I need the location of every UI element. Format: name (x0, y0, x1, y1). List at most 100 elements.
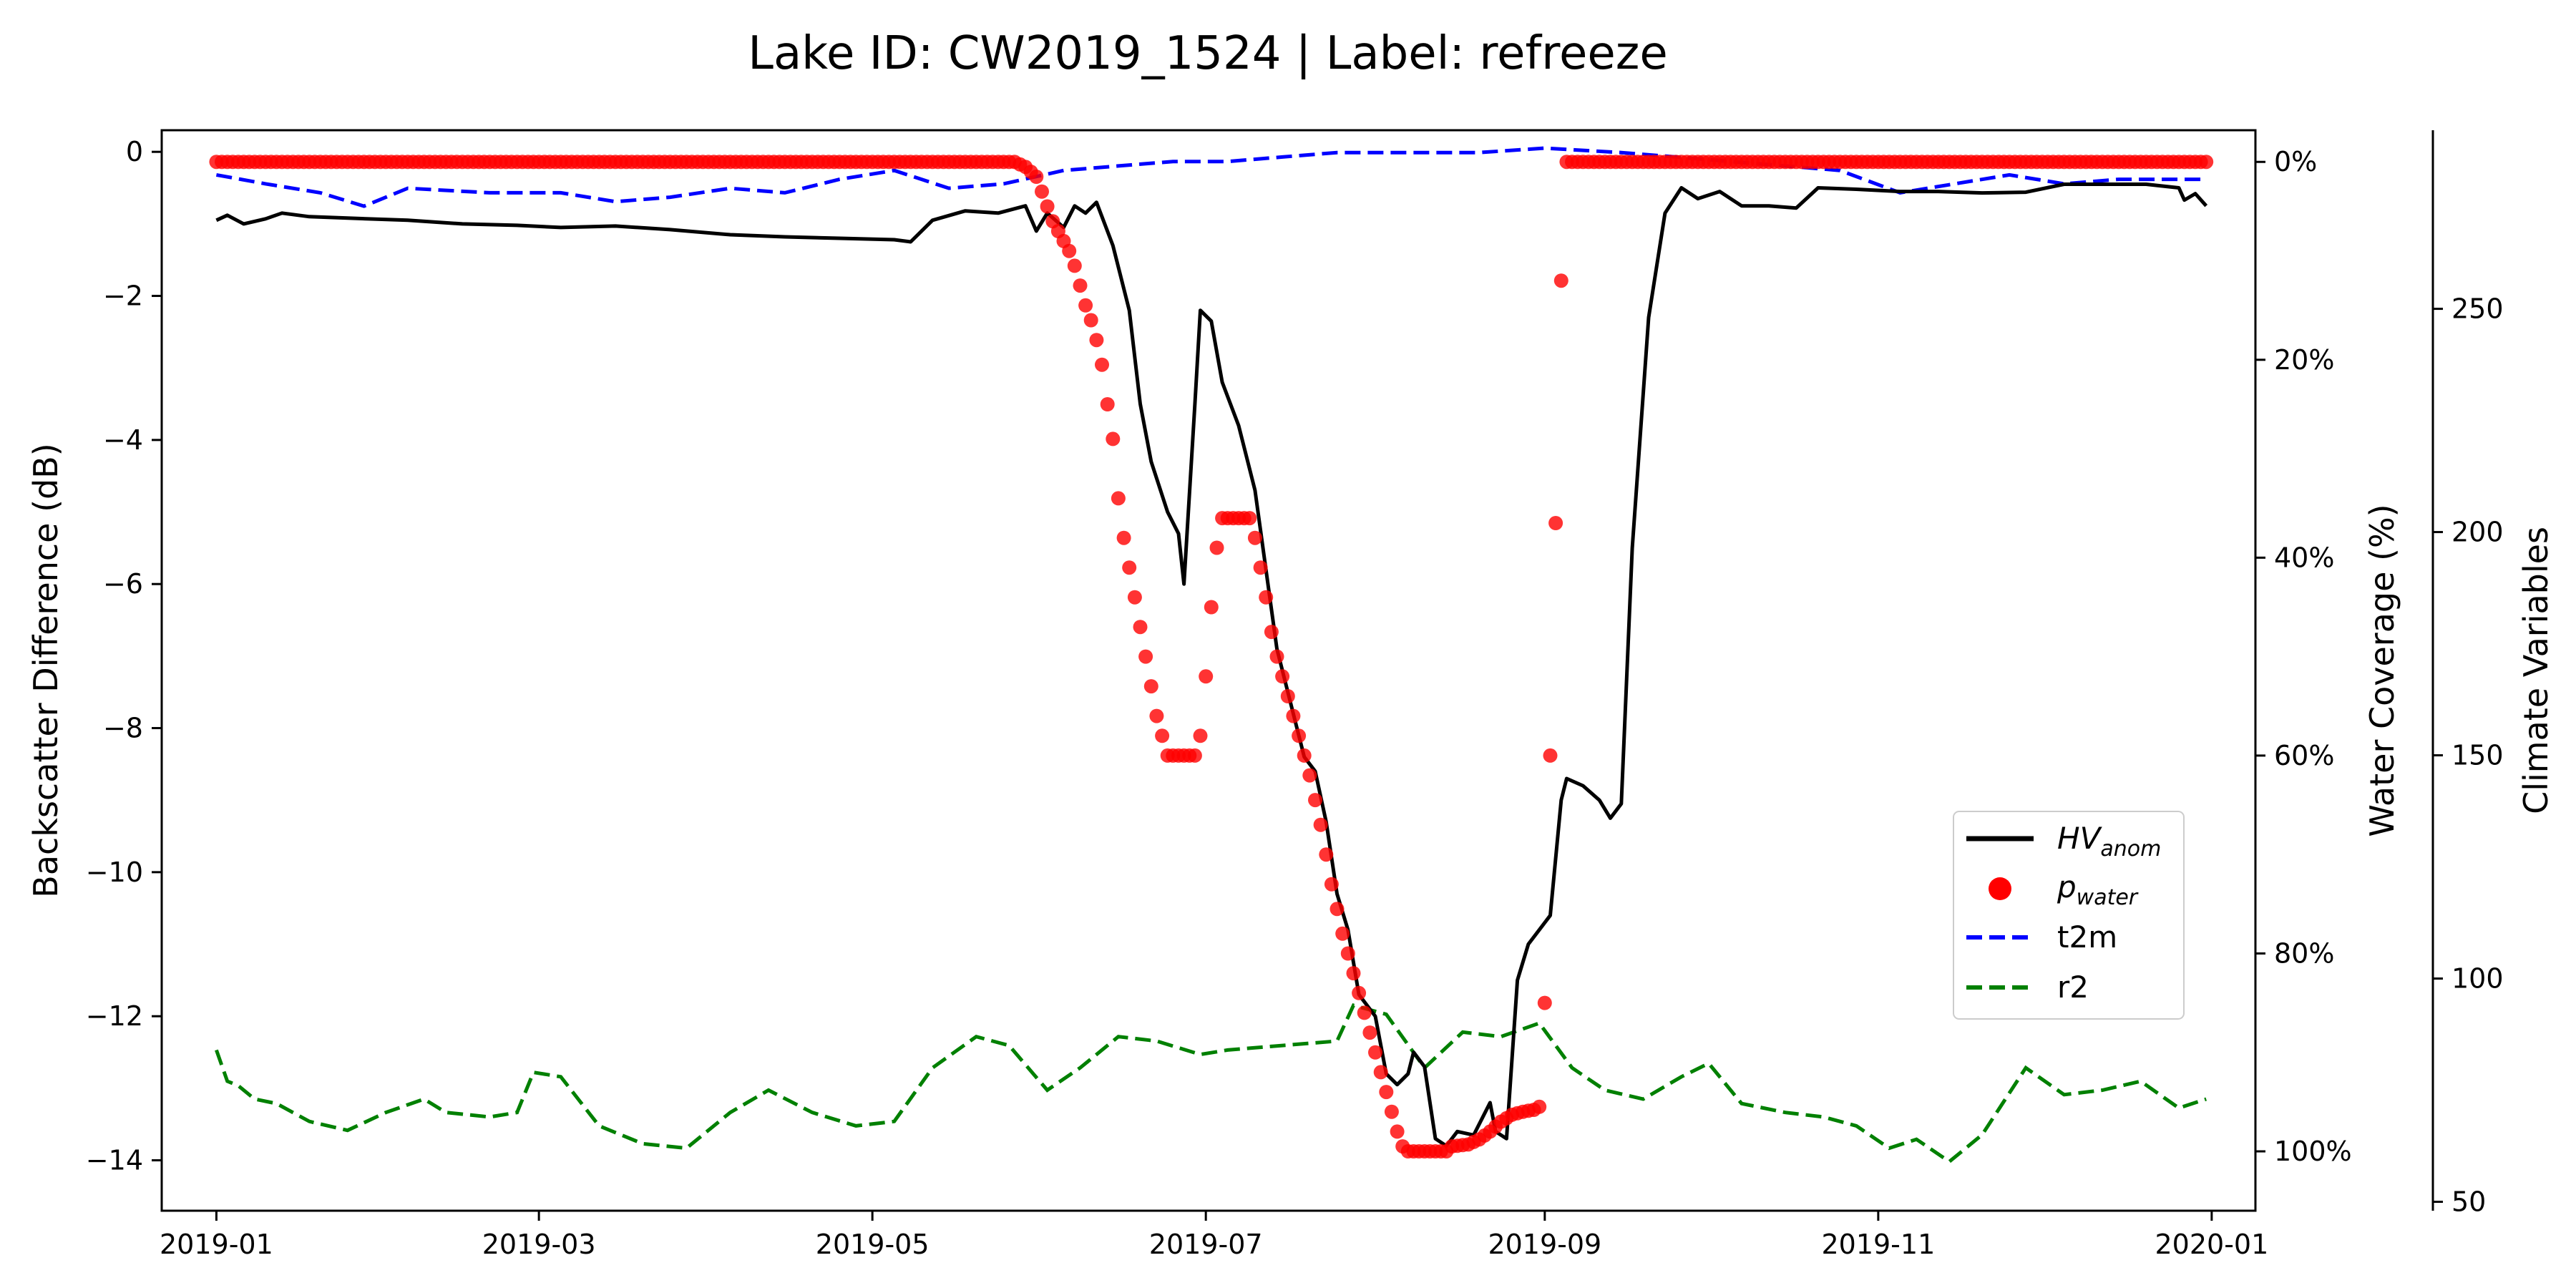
series-p-water-point (1362, 1025, 1377, 1040)
series-hv-anom-line (215, 182, 2208, 1148)
series-p-water-point (1368, 1045, 1382, 1060)
series-p-water-point (1133, 620, 1148, 635)
y-axis-title-left: Backscatter Difference (dB) (26, 443, 65, 897)
series-p-water-point (1029, 170, 1044, 184)
x-tick-label: 2019-11 (1821, 1229, 1935, 1260)
series-p-water-point (1319, 847, 1334, 862)
series-p-water-point (2199, 155, 2214, 170)
axes: 2019-01 2019-03 2019-05 2019-07 2019-09 2019-… (86, 136, 2504, 1260)
y-tick-label-right: 100% (2274, 1136, 2352, 1167)
series-p-water-point (1155, 728, 1170, 743)
series-p-water-point (1379, 1085, 1394, 1100)
series-p-water-point (1106, 431, 1121, 447)
y-tick-label-left: −12 (86, 1000, 143, 1032)
series-p-water-point (1543, 748, 1558, 763)
legend-label-hv-anom: HVanom (2057, 821, 2161, 862)
series-p-water-point (1532, 1099, 1547, 1114)
series-p-water-point (1302, 768, 1317, 783)
series-p-water-point (1275, 669, 1290, 684)
series-p-water-point (1324, 877, 1339, 892)
series-p-water-point (1390, 1124, 1405, 1139)
series-layer (209, 146, 2214, 1164)
legend-label-p-water-sub: water (2077, 885, 2139, 910)
series-p-water-point (1352, 985, 1367, 1000)
series-p-water-point (1138, 649, 1153, 664)
series-p-water-point (1297, 748, 1312, 763)
series-p-water-point (1062, 243, 1077, 258)
series-p-water-point (1247, 530, 1262, 545)
y-tick-label-left: −6 (103, 568, 143, 600)
y-tick-label-right2: 200 (2451, 517, 2504, 548)
series-p-water-point (1187, 748, 1202, 763)
y-tick-label-right: 0% (2274, 146, 2317, 177)
y-tick-label-right: 60% (2274, 740, 2334, 771)
y-tick-label-right: 40% (2274, 542, 2334, 573)
series-p-water-point (1373, 1065, 1388, 1080)
legend: HVanom pwater t2m r2 (1953, 811, 2185, 1020)
series-p-water-point (1340, 946, 1355, 961)
series-p-water-point (1280, 689, 1295, 703)
series-p-water-point (1209, 540, 1224, 555)
x-tick-label: 2019-07 (1149, 1229, 1263, 1260)
legend-label-p-water: pwater (2057, 869, 2139, 910)
series-p-water-point (1548, 516, 1563, 530)
series-p-water-point (1100, 397, 1115, 411)
series-p-water-point (1078, 298, 1093, 313)
y-tick-label-left: −8 (103, 713, 143, 744)
series-p-water-point (1089, 333, 1104, 348)
x-tick-label: 2019-01 (160, 1229, 273, 1260)
legend-label-r2: r2 (2057, 970, 2089, 1005)
series-p-water-point (1292, 728, 1307, 743)
series-p-water-point (1384, 1104, 1399, 1119)
series-p-water-point (1035, 184, 1049, 199)
y-tick-label-right: 80% (2274, 937, 2334, 969)
legend-label-hv-anom-main: HV (2057, 821, 2103, 856)
series-p-water-point (1553, 273, 1568, 288)
legend-label-hv-anom-sub: anom (2100, 836, 2161, 862)
series-p-water-point (1073, 278, 1088, 293)
y-tick-label-right2: 50 (2451, 1186, 2486, 1218)
series-p-water-point (1264, 625, 1279, 640)
series-p-water-point (1040, 199, 1055, 214)
series-p-water-point (1193, 728, 1208, 743)
series-p-water-point (1330, 902, 1345, 917)
x-tick-label: 2020-01 (2155, 1229, 2268, 1260)
series-p-water-point (1313, 817, 1328, 832)
series-p-water-point (1122, 560, 1137, 575)
series-t2m-line (215, 146, 2207, 208)
y-tick-label-right2: 100 (2451, 963, 2504, 995)
series-p-water-point (1083, 313, 1098, 328)
series-p-water-point (1537, 995, 1552, 1010)
y-axis-title-right: Water Coverage (%) (2363, 504, 2401, 836)
series-r2-line (215, 1003, 2207, 1164)
series-p-water-point (1286, 708, 1301, 723)
series-p-water-point (1143, 679, 1158, 694)
series-p-water-point (1259, 590, 1274, 605)
series-p-water-point (1204, 600, 1219, 615)
x-tick-label: 2019-03 (482, 1229, 596, 1260)
series-p-water-point (1253, 560, 1268, 575)
series-p-water-point (1242, 511, 1257, 526)
x-tick-label: 2019-09 (1488, 1229, 1601, 1260)
x-tick-label: 2019-05 (816, 1229, 930, 1260)
y-tick-label-right2: 150 (2451, 740, 2504, 771)
series-p-water-point (1149, 708, 1164, 723)
series-p-water-point (1199, 669, 1214, 684)
plot-frame (160, 129, 2257, 1212)
series-p-water-point (1335, 926, 1350, 941)
series-p-water-point (1111, 491, 1126, 506)
series-p-water-point (1269, 649, 1284, 664)
series-p-water-point (1308, 793, 1322, 808)
legend-label-t2m: t2m (2057, 919, 2117, 955)
series-p-water-point (1127, 590, 1142, 605)
series-p-water-point (1357, 1005, 1372, 1020)
y-axis-title-right2: Climate Variables (2517, 527, 2555, 814)
legend-label-p-water-main: p (2057, 869, 2077, 904)
series-p-water-point (1067, 258, 1082, 273)
y-tick-label-left: 0 (126, 136, 143, 167)
y-tick-label-right2: 250 (2451, 293, 2504, 325)
legend-box (1953, 811, 2185, 1020)
y-tick-label-left: −2 (103, 280, 143, 312)
y-tick-label-left: −4 (103, 424, 143, 456)
